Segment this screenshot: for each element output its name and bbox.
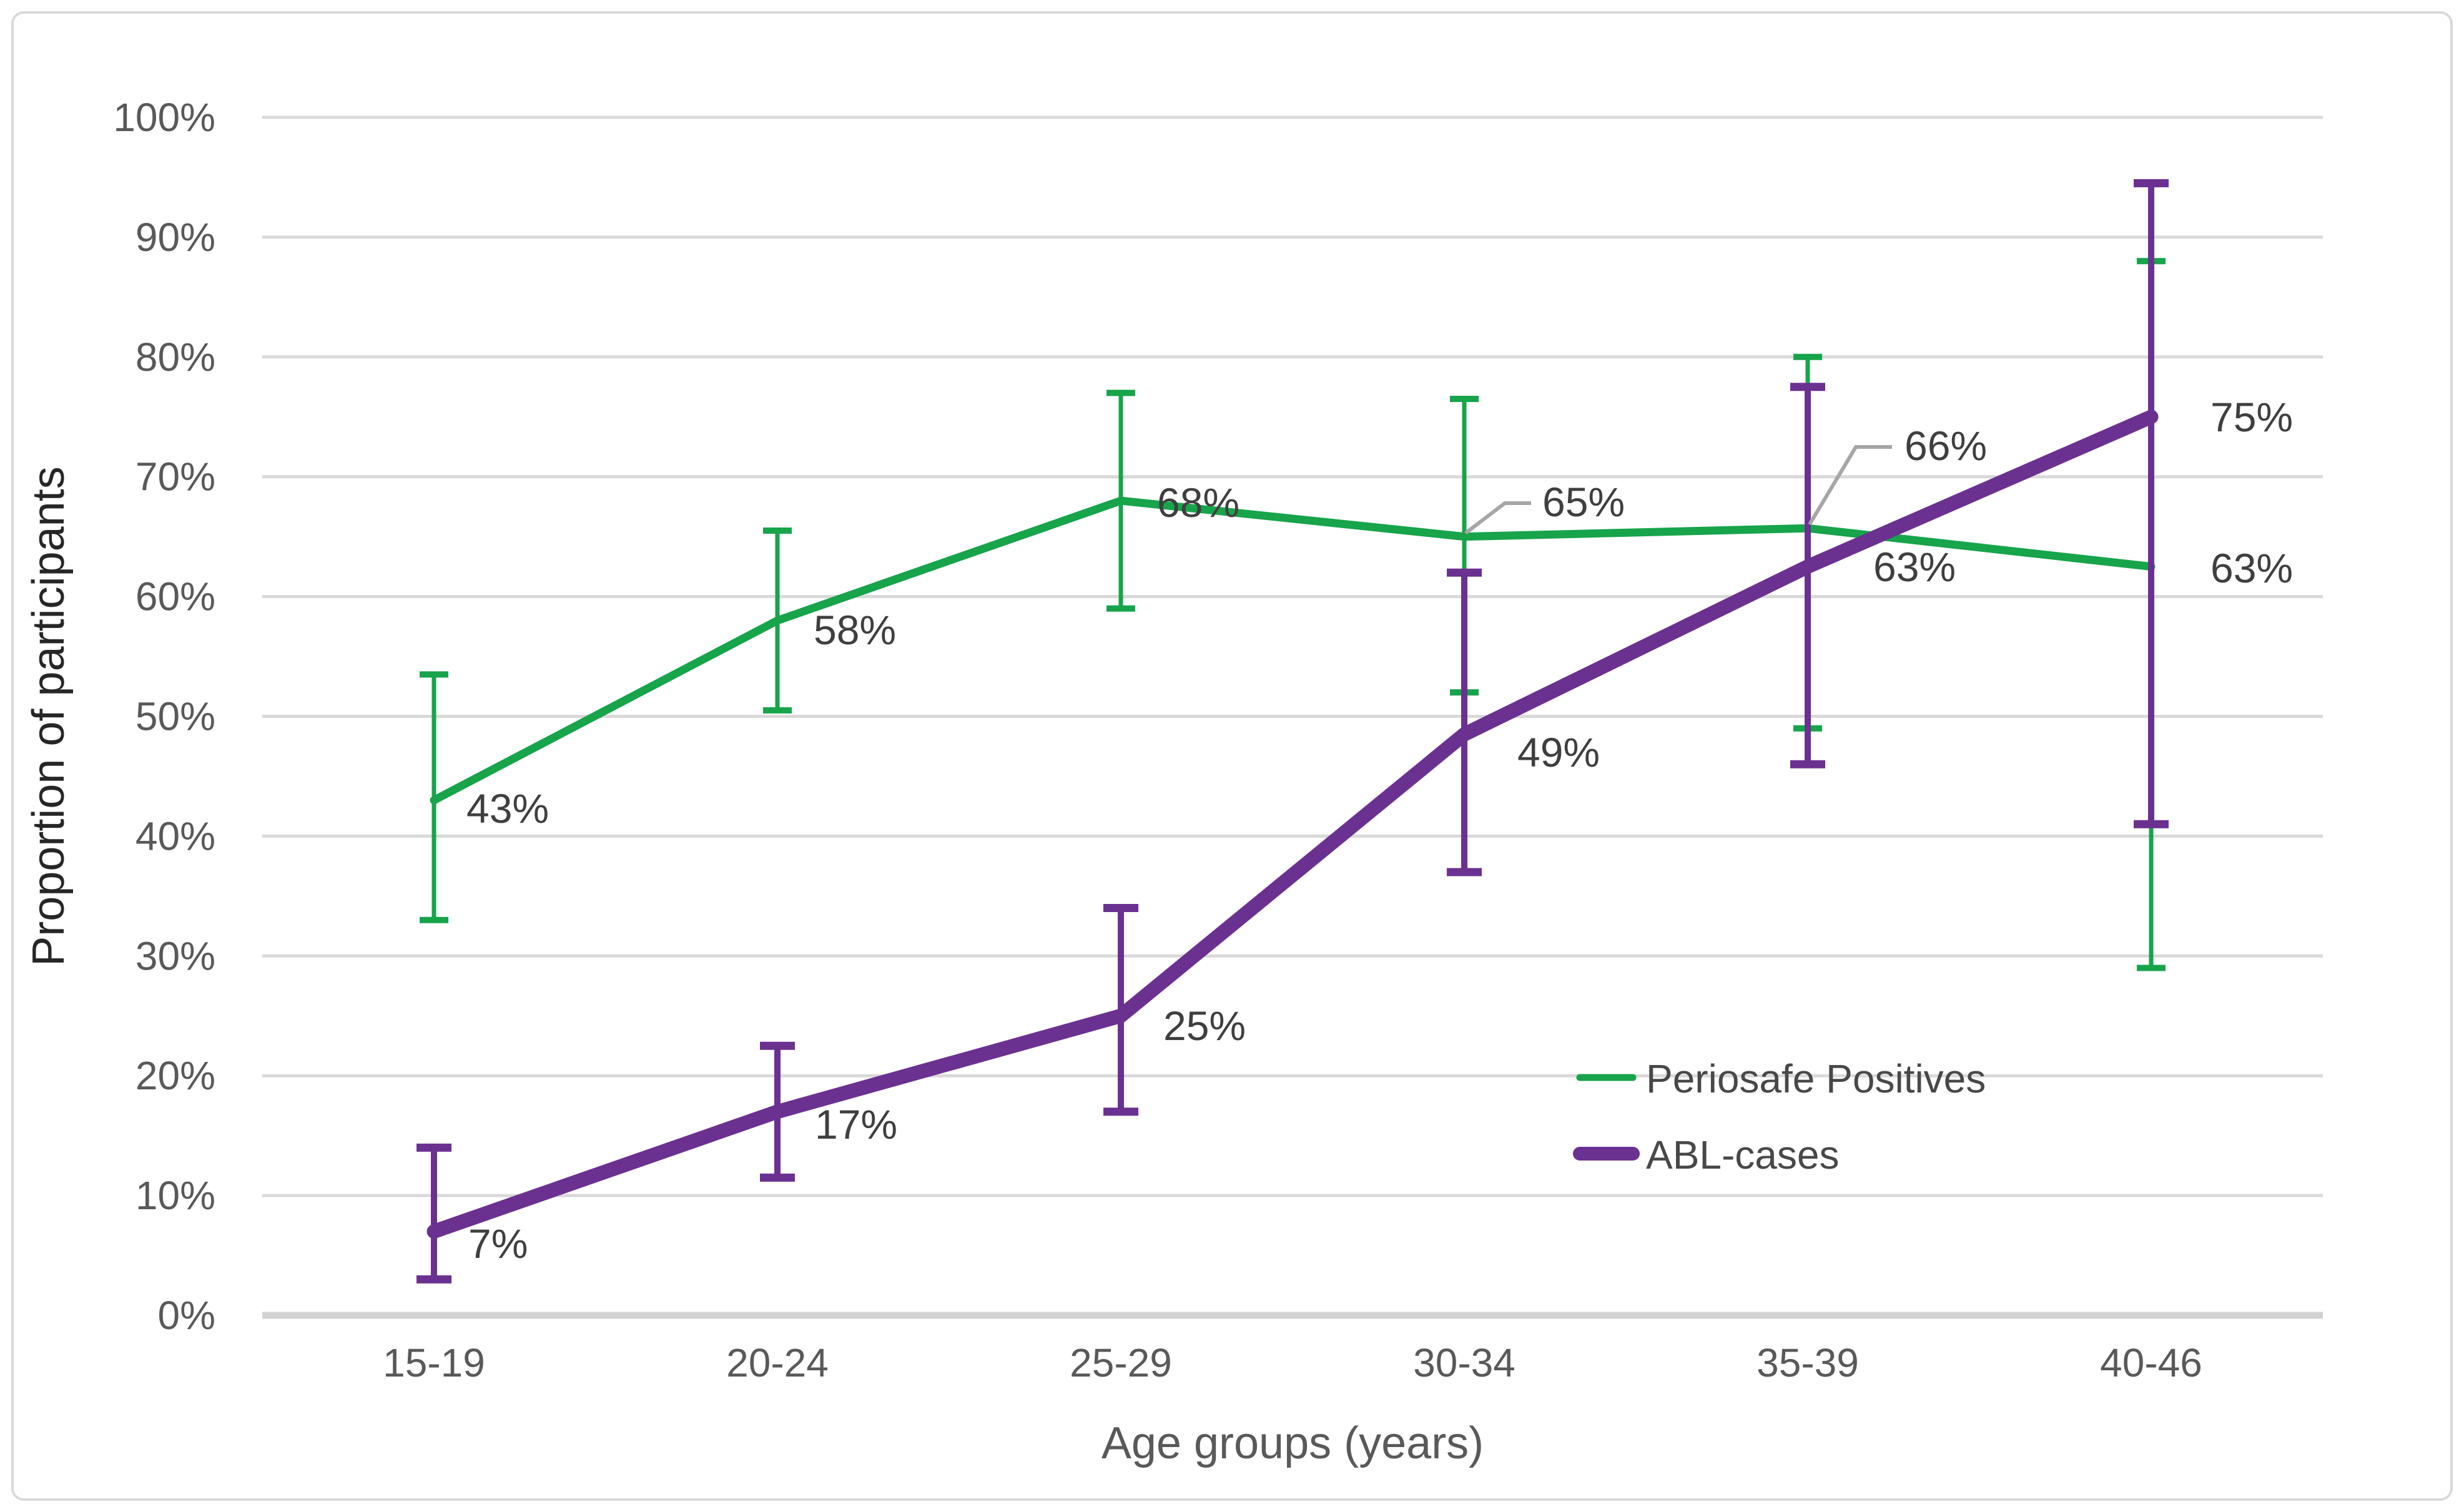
label-leader-line: [1808, 445, 1892, 526]
data-label-abl-cases-40-46: 75%: [2210, 394, 2293, 440]
y-tick-label-10: 10%: [136, 1173, 215, 1218]
x-tick-label-15-19: 15-19: [383, 1340, 485, 1385]
x-tick-label-25-29: 25-29: [1070, 1340, 1172, 1385]
error-bar-abl-cases-35-39: [1790, 383, 1825, 768]
legend: Periosafe Positives ABL-cases: [1573, 1056, 1986, 1177]
y-tick-label-50: 50%: [136, 694, 215, 739]
error-bar-abl-cases-40-46: [2134, 179, 2169, 828]
y-tick-label-0: 0%: [158, 1293, 216, 1338]
legend-label-periosafe-positives: Periosafe Positives: [1646, 1056, 1986, 1101]
data-label-periosafe-positives-15-19: 43%: [466, 785, 549, 832]
error-bar-abl-cases-30-34: [1447, 568, 1482, 876]
data-label-abl-cases-15-19: 7%: [468, 1220, 528, 1267]
error-bar-abl-cases-15-19: [416, 1143, 451, 1284]
x-axis-title: Age groups (years): [1101, 1418, 1484, 1468]
data-label-abl-cases-25-29: 25%: [1163, 1003, 1246, 1049]
series-line-abl-cases: [426, 410, 2159, 1239]
data-label-abl-cases-30-34: 49%: [1517, 729, 1600, 775]
legend-label-abl-cases: ABL-cases: [1646, 1132, 1839, 1177]
data-label-periosafe-positives-40-46: 63%: [2210, 545, 2293, 591]
x-tick-label-35-39: 35-39: [1757, 1340, 1859, 1385]
data-label-abl-cases-20-24: 17%: [815, 1101, 897, 1147]
data-label-periosafe-positives-20-24: 58%: [814, 607, 896, 653]
y-tick-label-40: 40%: [136, 813, 215, 858]
chart-border: [11, 11, 2453, 1501]
x-tick-label-30-34: 30-34: [1413, 1340, 1515, 1385]
x-tick-label-20-24: 20-24: [726, 1340, 829, 1385]
y-tick-label-80: 80%: [136, 335, 215, 380]
y-axis-title: Proportion of participants: [24, 466, 74, 966]
data-label-periosafe-positives-35-39: 66%: [1905, 423, 1987, 469]
y-tick-label-60: 60%: [136, 574, 215, 619]
y-tick-label-30: 30%: [136, 933, 215, 978]
data-label-periosafe-positives-25-29: 68%: [1157, 479, 1239, 526]
y-tick-label-70: 70%: [136, 454, 215, 499]
legend-item-abl-cases: ABL-cases: [1573, 1132, 1839, 1177]
label-leader-line: [1464, 501, 1531, 535]
x-tick-label-40-46: 40-46: [2100, 1340, 2202, 1385]
y-tick-label-90: 90%: [136, 215, 215, 260]
y-tick-label-20: 20%: [136, 1053, 215, 1098]
data-label-periosafe-positives-30-34: 65%: [1542, 479, 1625, 525]
legend-item-periosafe-positives: Periosafe Positives: [1576, 1056, 1986, 1101]
y-tick-label-100: 100%: [113, 95, 215, 140]
data-label-abl-cases-35-39: 63%: [1873, 544, 1956, 590]
